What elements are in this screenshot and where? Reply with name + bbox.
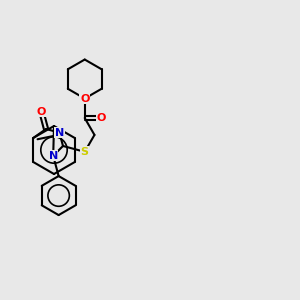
Text: N: N xyxy=(80,94,89,103)
Text: O: O xyxy=(37,106,46,117)
Text: O: O xyxy=(97,113,106,123)
Text: S: S xyxy=(81,147,89,157)
Text: N: N xyxy=(49,151,58,161)
Text: O: O xyxy=(80,94,89,103)
Text: N: N xyxy=(55,128,64,138)
